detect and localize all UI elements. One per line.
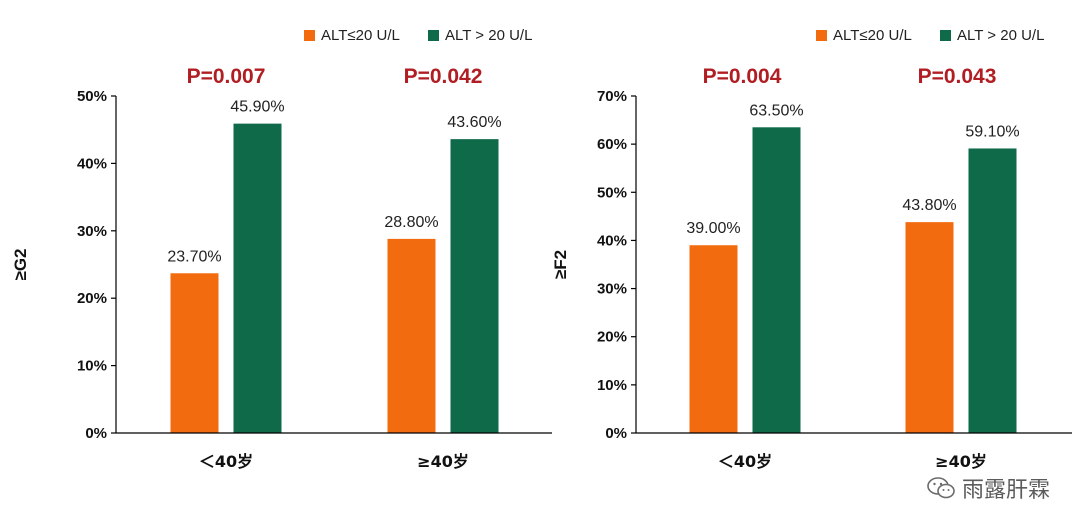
legend-label-alt-low: ALT≤20 U/L [833, 27, 912, 44]
bar-alt-low [387, 238, 436, 433]
p-value-label: P=0.043 [918, 65, 997, 88]
y-tick-label: 40% [597, 232, 627, 249]
data-label: 63.50% [749, 102, 803, 119]
data-label: 43.80% [902, 197, 956, 214]
y-axis-title: ≥G2 [11, 248, 30, 280]
p-value-label: P=0.007 [187, 65, 266, 88]
bar-alt-high [450, 139, 499, 434]
y-tick-label: 20% [77, 290, 107, 307]
legend-swatch-alt-low [816, 30, 827, 41]
wechat-icon [927, 477, 955, 499]
watermark-text: 雨露肝霖 [961, 478, 1050, 503]
legend-label-alt-low: ALT≤20 U/L [321, 27, 400, 44]
y-tick-label: 10% [77, 358, 107, 375]
y-tick-label: 40% [77, 155, 107, 172]
y-tick-label: 30% [597, 281, 627, 298]
legend-swatch-alt-high [428, 30, 439, 41]
y-tick-label: 0% [85, 425, 107, 442]
data-label: 28.80% [384, 214, 438, 231]
y-tick-label: 70% [597, 88, 627, 105]
watermark: 雨露肝霖 [926, 472, 1050, 504]
legend-label-alt-high: ALT > 20 U/L [445, 27, 532, 44]
p-value-label: P=0.004 [703, 65, 782, 88]
y-tick-label: 50% [597, 184, 627, 201]
x-tick-label: ≥40岁 [935, 452, 987, 471]
y-tick-label: 30% [77, 223, 107, 240]
data-label: 45.90% [230, 99, 284, 116]
data-label: 43.60% [447, 114, 501, 131]
bar-alt-low [170, 273, 219, 433]
x-tick-label: ＜40岁 [718, 452, 772, 471]
y-tick-label: 20% [597, 329, 627, 346]
y-axis-title: ≥F2 [551, 250, 570, 279]
y-tick-label: 60% [597, 136, 627, 153]
data-label: 23.70% [167, 248, 221, 265]
y-tick-label: 0% [605, 425, 627, 442]
p-value-label: P=0.042 [404, 65, 483, 88]
bar-alt-high [233, 123, 282, 433]
bar-alt-low [905, 222, 954, 433]
bar-alt-high [752, 127, 801, 434]
legend-label-alt-high: ALT > 20 U/L [957, 27, 1044, 44]
bar-alt-high [968, 148, 1017, 433]
x-tick-label: ≥40岁 [417, 452, 469, 471]
data-label: 39.00% [686, 220, 740, 237]
y-tick-label: 50% [77, 88, 107, 105]
legend-swatch-alt-high [940, 30, 951, 41]
x-tick-label: ＜40岁 [199, 452, 253, 471]
legend-swatch-alt-low [304, 30, 315, 41]
bar-alt-low [689, 245, 738, 433]
y-tick-label: 10% [597, 377, 627, 394]
data-label: 59.10% [965, 123, 1019, 140]
